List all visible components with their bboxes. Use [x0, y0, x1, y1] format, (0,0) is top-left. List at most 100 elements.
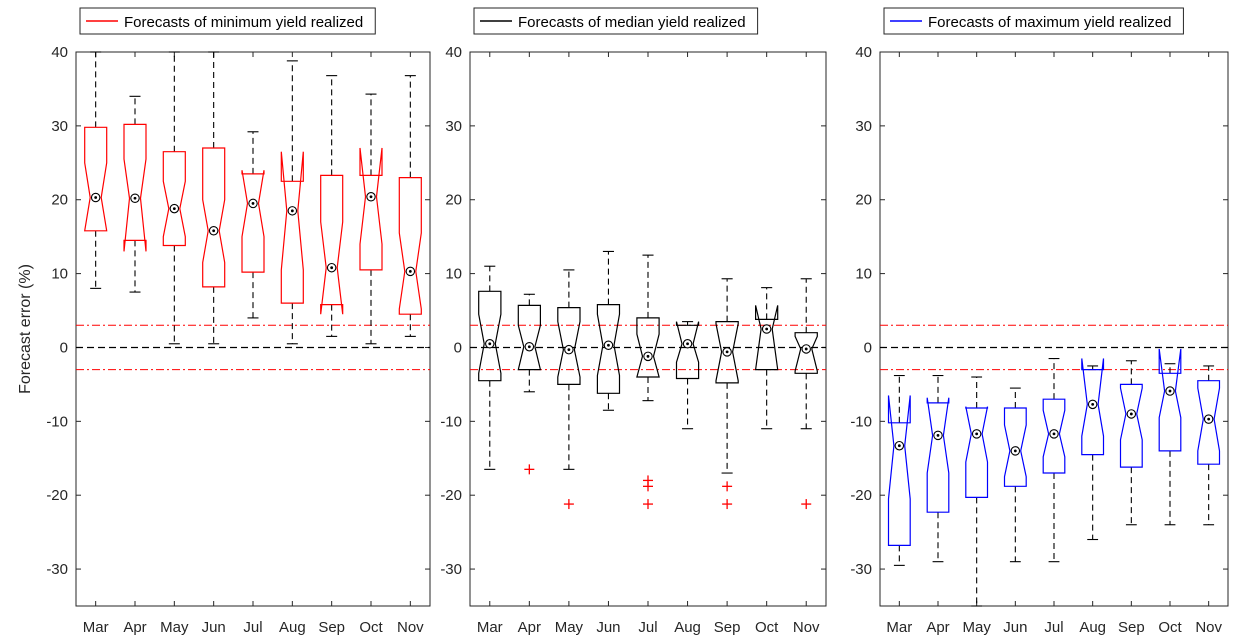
median-dot — [804, 347, 808, 351]
y-tick-label: 40 — [445, 44, 462, 61]
legend-box — [79, 7, 376, 35]
box-nov — [794, 278, 818, 510]
box-jul — [636, 254, 660, 510]
box-may — [965, 376, 989, 607]
median-dot — [936, 433, 940, 437]
median-dot — [290, 209, 294, 213]
outlier-point — [643, 481, 653, 492]
y-tick-label: 30 — [51, 118, 68, 135]
box-aug — [280, 60, 304, 345]
chart-panel-1: -30 -20 -10 0 10 20 30 40 Forecast error (%) Mar A… — [17, 7, 431, 636]
median-dot — [1013, 449, 1017, 453]
box-body — [596, 304, 621, 394]
median-dot — [330, 266, 334, 270]
x-tick-label: Jun — [596, 619, 620, 636]
outlier-point — [722, 481, 733, 492]
box-body — [320, 174, 344, 315]
box-body — [241, 170, 265, 273]
median-dot — [897, 444, 901, 448]
x-tick-label: Nov — [1195, 619, 1222, 636]
box-sep — [320, 75, 344, 337]
box-body — [1081, 358, 1105, 456]
box-nov — [1197, 365, 1221, 526]
median-dot — [607, 343, 610, 347]
x-tick-label: Jun — [202, 619, 226, 636]
box-apr — [926, 374, 950, 563]
box-body — [965, 406, 989, 498]
x-tick-label: Mar — [477, 619, 503, 636]
legend: Forecasts of maximum yield realized — [883, 7, 1184, 35]
median-dot — [567, 348, 571, 352]
x-tick-label: Mar — [886, 619, 912, 636]
box-aug — [1081, 358, 1105, 541]
box-nov — [398, 75, 422, 337]
box-body — [754, 305, 779, 371]
x-tick-label: Oct — [1158, 619, 1182, 636]
median-dot — [1207, 417, 1211, 421]
box-may — [162, 51, 186, 345]
median-dot — [975, 432, 979, 436]
median-dot — [172, 207, 176, 210]
box-body — [478, 290, 502, 382]
box-body — [123, 123, 147, 252]
box-body — [1042, 398, 1066, 474]
x-tick-label: Sep — [1118, 619, 1145, 636]
box-mar — [83, 51, 108, 289]
box-mar — [478, 265, 502, 470]
chart-panel-3: -30 -20 -10 0 10 20 30 40 Mar Apr May Jun Jul Aug Sep O… — [850, 7, 1229, 636]
y-tick-label: 30 — [445, 118, 462, 135]
x-tick-label: Oct — [359, 619, 383, 636]
y-tick-label: 20 — [855, 192, 872, 209]
box-oct — [754, 287, 779, 430]
y-tick-label: 30 — [855, 118, 872, 135]
outlier-point — [722, 499, 733, 510]
y-tick-label: -10 — [440, 413, 462, 430]
median-dot — [212, 229, 216, 233]
x-tick-label: Oct — [755, 619, 779, 636]
x-tick-label: May — [962, 619, 991, 636]
y-tick-label: 40 — [51, 44, 68, 61]
y-tick-label: 0 — [60, 339, 68, 356]
box-body — [1158, 348, 1182, 452]
x-tick-label: Nov — [793, 619, 820, 636]
box-mar — [887, 374, 911, 566]
y-tick-label: -20 — [850, 487, 872, 504]
box-body — [794, 332, 818, 374]
x-tick-label: Sep — [318, 619, 345, 636]
legend-label: Forecasts of median yield realized — [518, 14, 746, 31]
x-tick-label: Aug — [279, 619, 306, 636]
legend-label: Forecasts of minimum yield realized — [124, 14, 363, 31]
legend-label: Forecasts of maximum yield realized — [928, 14, 1171, 31]
x-tick-label: Jul — [1044, 619, 1063, 636]
box-body — [162, 151, 186, 247]
box-oct — [359, 93, 383, 345]
box-sep — [715, 278, 739, 510]
x-tick-label: Jul — [638, 619, 657, 636]
y-tick-label: -30 — [440, 561, 462, 578]
box-body — [636, 317, 660, 378]
median-dot — [725, 350, 729, 354]
median-dot — [1129, 412, 1133, 416]
box-body — [202, 147, 226, 288]
box-body — [280, 151, 304, 304]
x-tick-label: Apr — [518, 619, 541, 636]
x-tick-label: Sep — [714, 619, 741, 636]
box-body — [83, 126, 108, 232]
box-body — [926, 397, 950, 513]
box-body — [359, 147, 383, 271]
box-jun — [202, 51, 226, 345]
x-tick-label: Mar — [83, 619, 109, 636]
box-body — [1197, 380, 1221, 465]
legend: Forecasts of median yield realized — [473, 7, 759, 35]
box-body — [675, 321, 700, 380]
y-tick-label: -30 — [850, 561, 872, 578]
x-tick-label: May — [160, 619, 189, 636]
y-tick-label: -30 — [46, 561, 68, 578]
chart-panel-2: -30 -20 -10 0 10 20 30 40 Mar Apr May Jun Jul Aug Sep O… — [440, 7, 827, 636]
median-dot — [1168, 389, 1172, 393]
y-tick-label: 0 — [864, 339, 872, 356]
y-tick-label: 40 — [855, 44, 872, 61]
box-jul — [1042, 357, 1066, 563]
x-tick-label: Nov — [397, 619, 424, 636]
